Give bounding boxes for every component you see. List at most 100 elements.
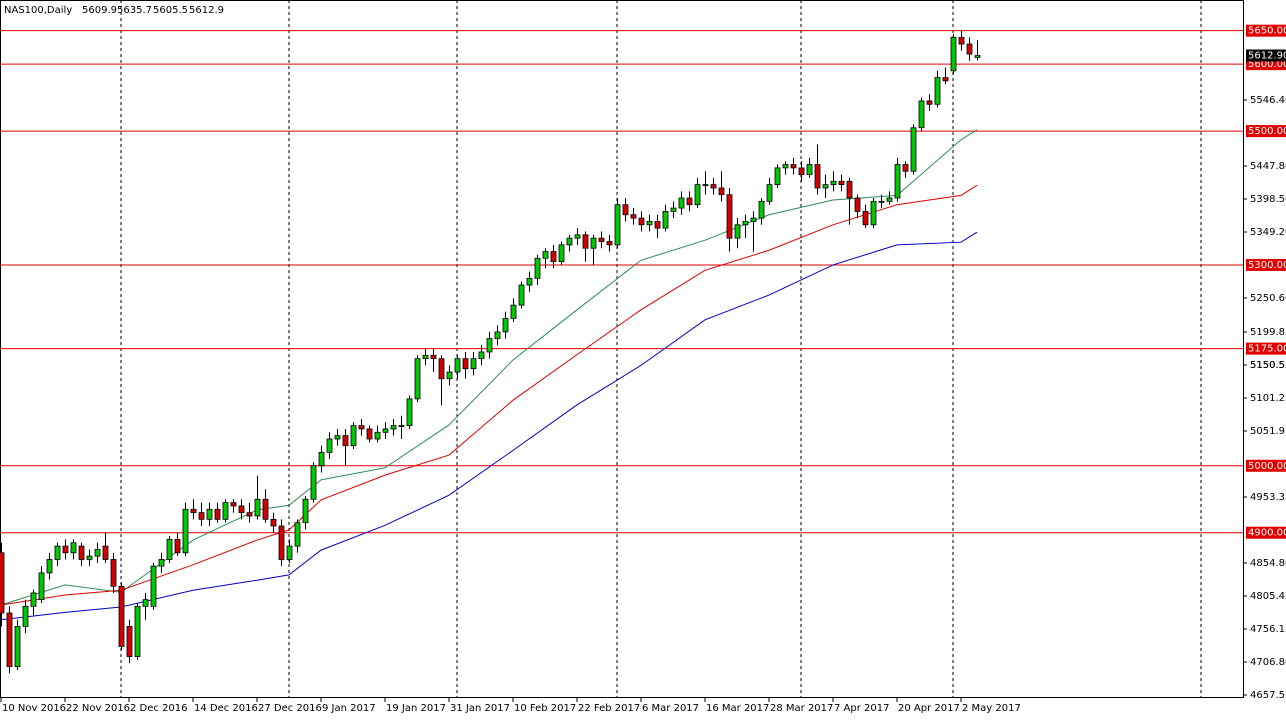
candle-body — [622, 204, 629, 216]
candle-body — [662, 211, 669, 229]
candle-body — [78, 545, 85, 560]
candle-body — [430, 354, 437, 360]
level-label-box — [1246, 459, 1286, 472]
candle-body — [862, 211, 869, 226]
candle-body — [230, 502, 237, 507]
x-tick-label: 2 May 2017 — [962, 703, 1021, 714]
level-label-box — [1246, 342, 1286, 355]
candle-body — [46, 559, 53, 574]
candle-body — [158, 559, 165, 567]
x-tick-label: 16 Mar 2017 — [706, 703, 769, 714]
candle-body — [718, 187, 725, 196]
price-label-box — [1246, 49, 1286, 62]
candle-body — [358, 425, 365, 430]
y-tick-label: 5447.80 — [1250, 161, 1286, 172]
x-tick-label: 22 Feb 2017 — [578, 703, 640, 714]
candle-body — [846, 180, 853, 199]
x-tick-label: 28 Mar 2017 — [770, 703, 833, 714]
y-tick-label: 4657.55 — [1250, 690, 1286, 701]
candle-body — [342, 435, 349, 447]
level-label: 5500.00 — [1248, 126, 1286, 137]
candle-body — [494, 331, 501, 339]
candle-body — [454, 358, 461, 373]
candle-body — [646, 221, 653, 226]
candle-body — [822, 184, 829, 189]
candle-body — [366, 428, 373, 440]
candle-body — [102, 545, 109, 560]
candle-body — [742, 221, 749, 226]
x-tick-label: 31 Jan 2017 — [450, 703, 510, 714]
moving-average — [0, 129, 978, 606]
candle-body — [886, 197, 893, 202]
candle-body — [30, 592, 37, 607]
y-tick-label: 5150.55 — [1250, 360, 1286, 371]
candle-body — [62, 545, 69, 554]
level-label: 5650.00 — [1248, 26, 1286, 37]
candle-body — [222, 502, 229, 520]
candle-body — [438, 358, 445, 380]
x-tick-label: 14 Dec 2016 — [194, 703, 258, 714]
candle-body — [422, 354, 429, 360]
candle-body — [238, 505, 245, 514]
candle-body — [182, 508, 189, 554]
candle-body — [678, 197, 685, 209]
y-tick-label: 4756.15 — [1250, 624, 1286, 635]
candle-body — [926, 100, 933, 105]
x-tick-label: 10 Feb 2017 — [514, 703, 576, 714]
x-tick-label: 19 Jan 2017 — [386, 703, 446, 714]
candle-body — [518, 284, 525, 306]
candle-body — [382, 428, 389, 433]
candle-body — [206, 508, 213, 520]
candle-body — [838, 180, 845, 186]
candle-body — [150, 565, 157, 607]
candle-body — [942, 77, 949, 82]
candle-body — [686, 197, 693, 206]
candle-body — [390, 425, 397, 430]
x-tick-label: 2 Dec 2016 — [130, 703, 188, 714]
candle-body — [462, 358, 469, 370]
candle-body — [214, 508, 221, 520]
candle-body — [606, 241, 613, 246]
candle-body — [110, 559, 117, 587]
candle-body — [54, 545, 61, 560]
level-label: 5300.00 — [1248, 260, 1286, 271]
candle-body — [502, 318, 509, 333]
candle-body — [710, 184, 717, 189]
candle-body — [118, 585, 125, 647]
y-tick-label: 5349.20 — [1250, 227, 1286, 238]
candle-body — [670, 207, 677, 212]
candle-body — [190, 508, 197, 514]
x-tick-label: 27 Dec 2016 — [258, 703, 322, 714]
candle-body — [734, 224, 741, 239]
candle-body — [638, 217, 645, 226]
candle-body — [142, 599, 149, 607]
y-tick-label: 5546.40 — [1250, 95, 1286, 106]
candle-body — [38, 572, 45, 601]
candle-body — [550, 251, 557, 263]
candle-body — [766, 184, 773, 202]
candle-body — [0, 552, 5, 614]
candle-body — [270, 518, 277, 527]
candle-body — [630, 214, 637, 219]
candle-body — [870, 200, 877, 226]
candle-body — [134, 605, 141, 657]
candle-body — [750, 217, 757, 222]
level-label: 4900.00 — [1248, 528, 1286, 539]
candle-body — [918, 100, 925, 129]
candle-body — [910, 127, 917, 172]
candle-body — [798, 167, 805, 175]
candle-body — [654, 221, 661, 229]
candle-body — [790, 164, 797, 169]
level-label-box — [1246, 526, 1286, 539]
candle-body — [86, 555, 93, 560]
candle-body — [6, 612, 13, 667]
candle-body — [526, 277, 533, 286]
candle-body — [814, 164, 821, 189]
candle-body — [854, 197, 861, 212]
y-tick-label: 5101.25 — [1250, 393, 1286, 404]
candle-body — [302, 498, 309, 524]
header-high: 5635.7 — [117, 5, 152, 16]
candle-body — [446, 371, 453, 380]
y-tick-label: 4706.80 — [1250, 657, 1286, 668]
